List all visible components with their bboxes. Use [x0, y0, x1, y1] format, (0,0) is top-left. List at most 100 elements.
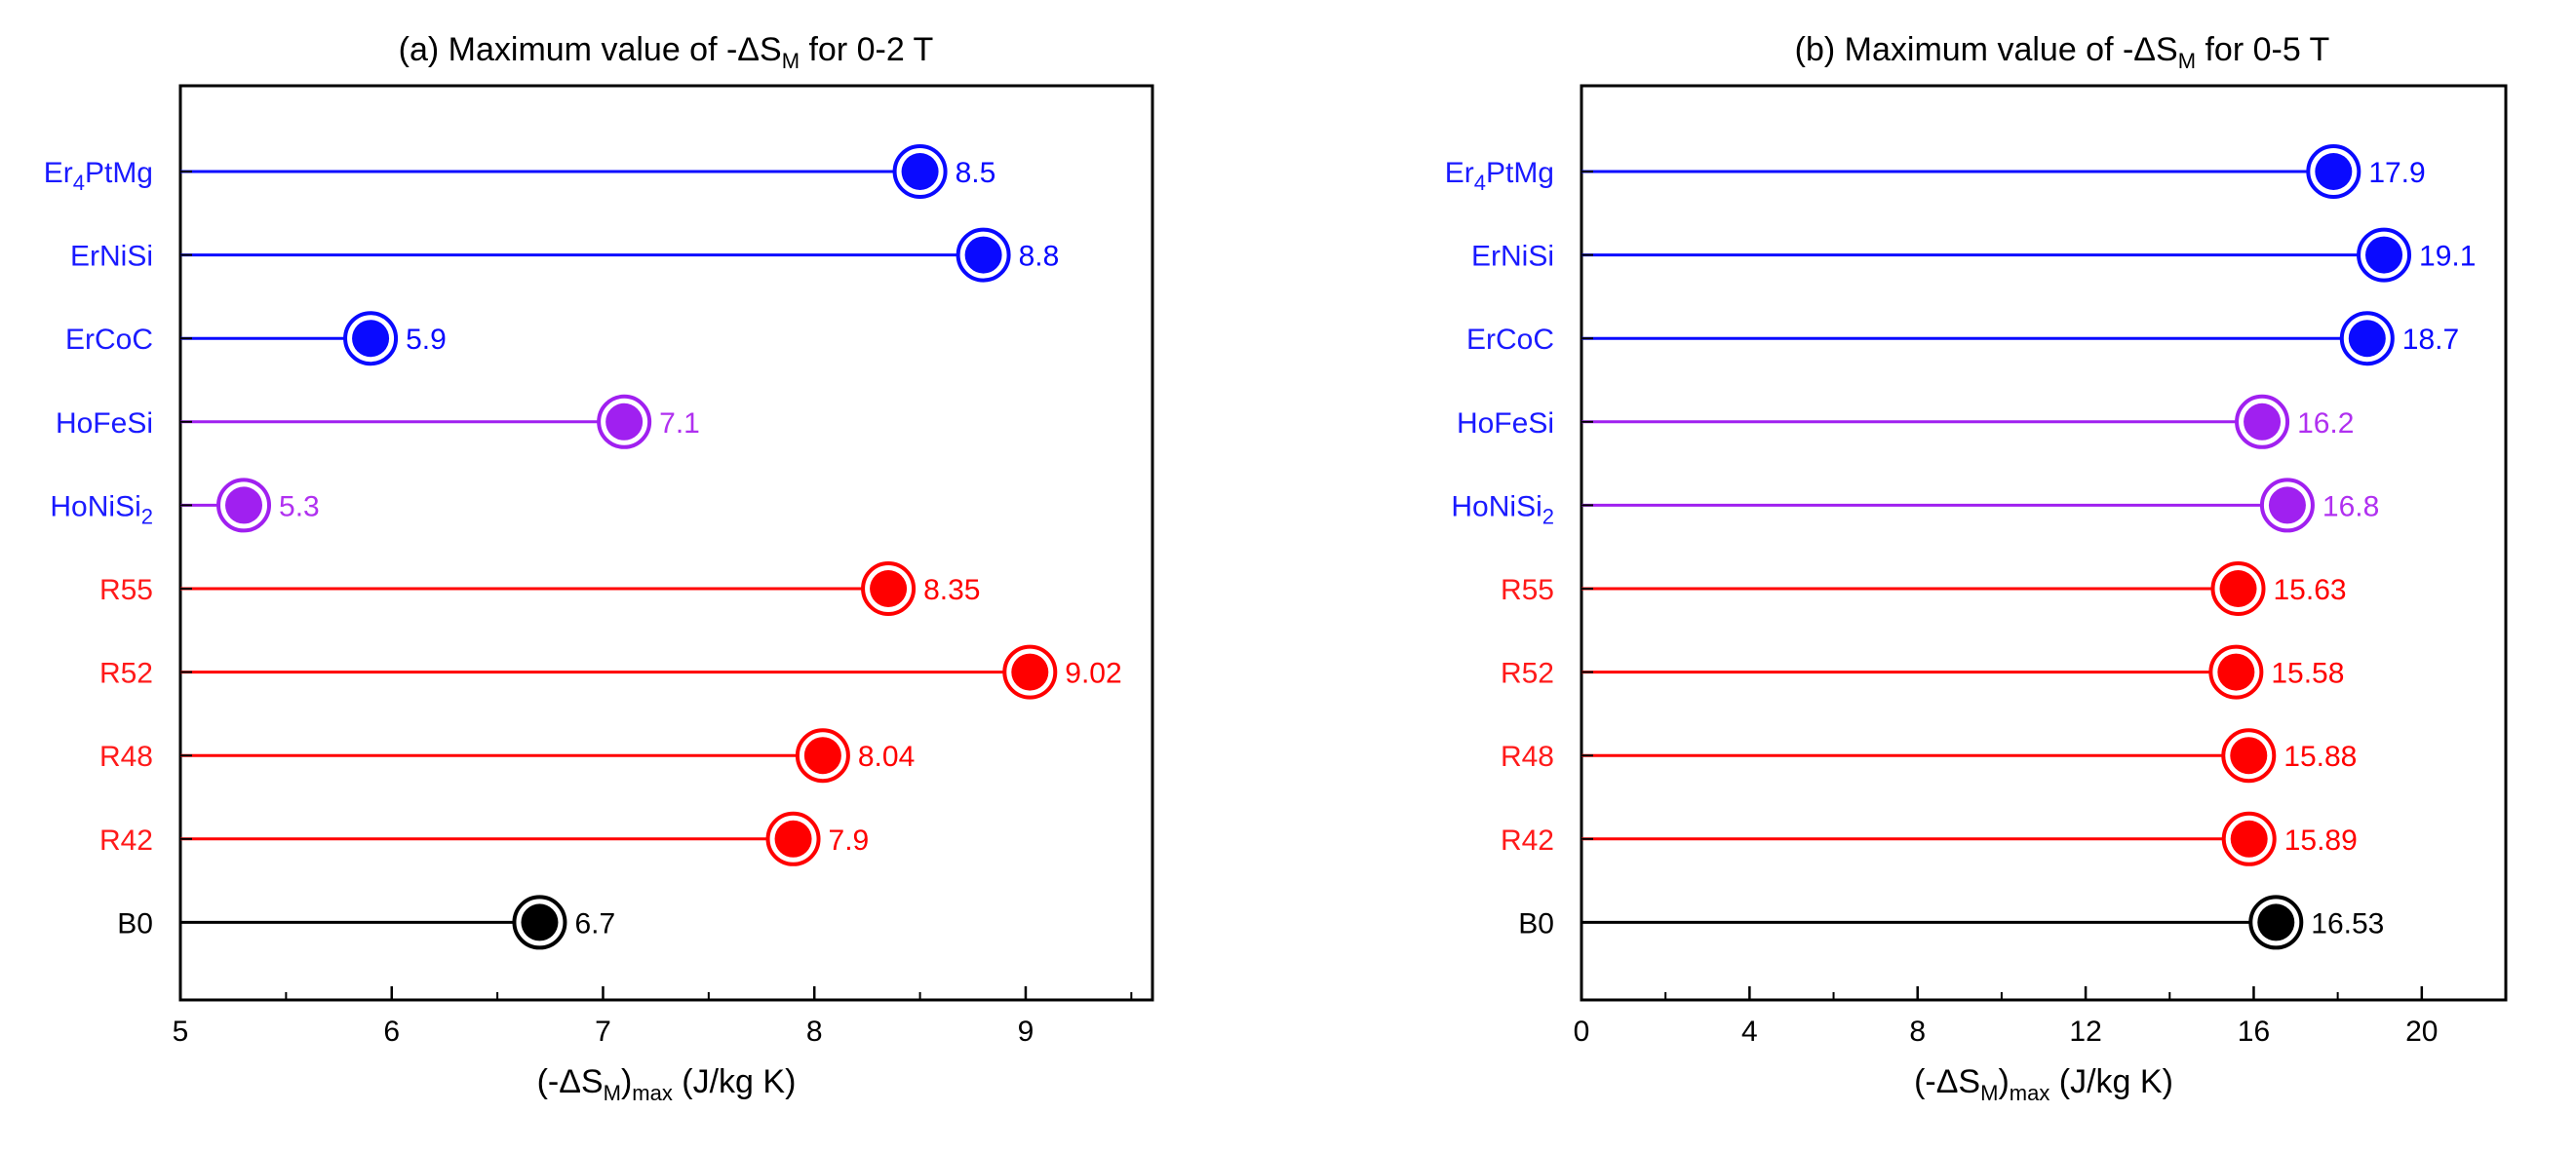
x-tick-label-a-4: 9 [1018, 1016, 1034, 1048]
value-label-a-8: 7.9 [829, 825, 870, 857]
xlabel-prefix-b: (-ΔS [1914, 1063, 1980, 1100]
value-label-b-5: 15.63 [2274, 574, 2347, 606]
x-tick-label-b-3: 12 [2069, 1016, 2101, 1048]
category-sub-a-0: 4 [73, 171, 85, 195]
title-prefix-b: (b) Maximum value of -ΔS [1795, 31, 2178, 68]
value-label-b-0: 17.9 [2368, 157, 2425, 189]
x-tick-label-b-2: 8 [1909, 1016, 1926, 1048]
value-label-b-4: 16.8 [2322, 490, 2379, 522]
chart-title-a: (a) Maximum value of -ΔSM for 0-2 T [399, 31, 934, 73]
value-label-a-2: 5.9 [406, 324, 447, 356]
category-base-b-4: HoNiSi [1451, 490, 1542, 522]
x-axis-label-a: (-ΔSM)max (J/kg K) [537, 1063, 797, 1105]
category-base-a-5: R55 [99, 574, 153, 606]
marker-dot-a-1 [964, 236, 1002, 274]
xlabel-mid-b: ) [1998, 1063, 2009, 1100]
x-tick-label-a-3: 8 [806, 1016, 823, 1048]
marker-dot-b-3 [2244, 403, 2282, 441]
category-base-b-1: ErNiSi [1471, 241, 1554, 273]
chart-title-b: (b) Maximum value of -ΔSM for 0-5 T [1795, 31, 2330, 73]
xlabel-sub2-a: max [632, 1081, 673, 1105]
category-label-a-0: Er4PtMg [44, 157, 153, 195]
category-label-b-7: R48 [1501, 741, 1554, 773]
category-label-b-3: HoFeSi [1457, 407, 1554, 440]
marker-dot-b-0 [2315, 153, 2353, 190]
plot-frame-a [178, 84, 1154, 1002]
value-label-b-1: 19.1 [2419, 241, 2476, 273]
xlabel-mid-a: ) [621, 1063, 632, 1100]
category-label-b-6: R52 [1501, 658, 1554, 690]
x-tick-label-b-1: 4 [1741, 1016, 1758, 1048]
category-label-b-8: R42 [1501, 825, 1554, 857]
category-label-a-7: R48 [99, 741, 153, 773]
marker-dot-a-9 [521, 903, 559, 941]
xlabel-prefix-a: (-ΔS [537, 1063, 604, 1100]
marker-dot-b-1 [2365, 236, 2403, 274]
category-base-b-7: R48 [1501, 741, 1554, 773]
x-tick-label-a-0: 5 [173, 1016, 189, 1048]
category-rest-b-0: PtMg [1486, 157, 1554, 189]
category-base-a-3: HoFeSi [56, 407, 153, 440]
value-label-b-3: 16.2 [2297, 407, 2354, 440]
x-tick-label-b-4: 16 [2238, 1016, 2270, 1048]
value-label-b-8: 15.89 [2284, 825, 2358, 857]
xlabel-suffix-a: (J/kg K) [673, 1063, 797, 1100]
category-base-b-0: Er [1445, 157, 1474, 189]
value-label-b-2: 18.7 [2402, 324, 2459, 356]
title-sub-b: M [2178, 49, 2196, 73]
value-label-a-5: 8.35 [923, 574, 980, 606]
marker-dot-b-2 [2348, 320, 2386, 358]
category-base-a-0: Er [44, 157, 73, 189]
category-sub-b-4: 2 [1542, 504, 1554, 528]
category-label-a-8: R42 [99, 825, 153, 857]
value-label-a-4: 5.3 [279, 490, 320, 522]
category-label-a-3: HoFeSi [56, 407, 153, 440]
category-label-a-4: HoNiSi2 [50, 490, 153, 528]
category-label-b-4: HoNiSi2 [1451, 490, 1554, 528]
marker-dot-a-8 [774, 820, 812, 858]
xlabel-sub1-b: M [1980, 1081, 1998, 1105]
xlabel-sub2-b: max [2010, 1081, 2050, 1105]
marker-dot-a-3 [605, 403, 644, 441]
xlabel-suffix-b: (J/kg K) [2049, 1063, 2173, 1100]
category-base-b-8: R42 [1501, 825, 1554, 857]
title-sub-a: M [782, 49, 800, 73]
category-sub-b-0: 4 [1474, 171, 1486, 195]
marker-dot-b-7 [2230, 737, 2268, 775]
title-suffix-b: for 0-5 T [2196, 31, 2329, 68]
marker-dot-a-0 [901, 153, 939, 190]
category-sub-a-4: 2 [141, 504, 153, 528]
panel-a: (a) Maximum value of -ΔSM for 0-2 T5 6 7 8 9… [44, 31, 1154, 1105]
category-base-b-5: R55 [1501, 574, 1554, 606]
category-label-a-9: B0 [117, 907, 153, 940]
marker-dot-b-5 [2219, 570, 2257, 607]
category-label-b-2: ErCoC [1466, 324, 1554, 356]
x-axis-label-b: (-ΔSM)max (J/kg K) [1914, 1063, 2173, 1105]
marker-dot-b-9 [2257, 903, 2295, 941]
xlabel-sub1-a: M [604, 1081, 621, 1105]
category-base-a-6: R52 [99, 658, 153, 690]
marker-dot-b-6 [2217, 653, 2255, 691]
category-base-a-7: R48 [99, 741, 153, 773]
category-rest-a-0: PtMg [85, 157, 153, 189]
category-base-a-1: ErNiSi [70, 241, 153, 273]
panel-b: (b) Maximum value of -ΔSM for 0-5 T0 4 8 12… [1445, 31, 2508, 1105]
category-label-b-0: Er4PtMg [1445, 157, 1554, 195]
category-base-b-9: B0 [1518, 907, 1554, 940]
x-tick-label-b-0: 0 [1574, 1016, 1590, 1048]
x-tick-label-b-5: 20 [2405, 1016, 2438, 1048]
category-label-a-5: R55 [99, 574, 153, 606]
value-label-b-6: 15.58 [2271, 658, 2344, 690]
category-base-b-6: R52 [1501, 658, 1554, 690]
marker-dot-a-2 [352, 320, 390, 358]
value-label-a-6: 9.02 [1065, 658, 1121, 690]
value-label-a-7: 8.04 [858, 741, 915, 773]
category-label-b-9: B0 [1518, 907, 1554, 940]
plot-frame-b [1580, 84, 2508, 1002]
x-tick-label-a-2: 7 [595, 1016, 611, 1048]
value-label-a-3: 7.1 [659, 407, 700, 440]
category-base-a-2: ErCoC [65, 324, 153, 356]
category-label-a-2: ErCoC [65, 324, 153, 356]
category-label-a-6: R52 [99, 658, 153, 690]
marker-dot-a-5 [870, 570, 908, 607]
